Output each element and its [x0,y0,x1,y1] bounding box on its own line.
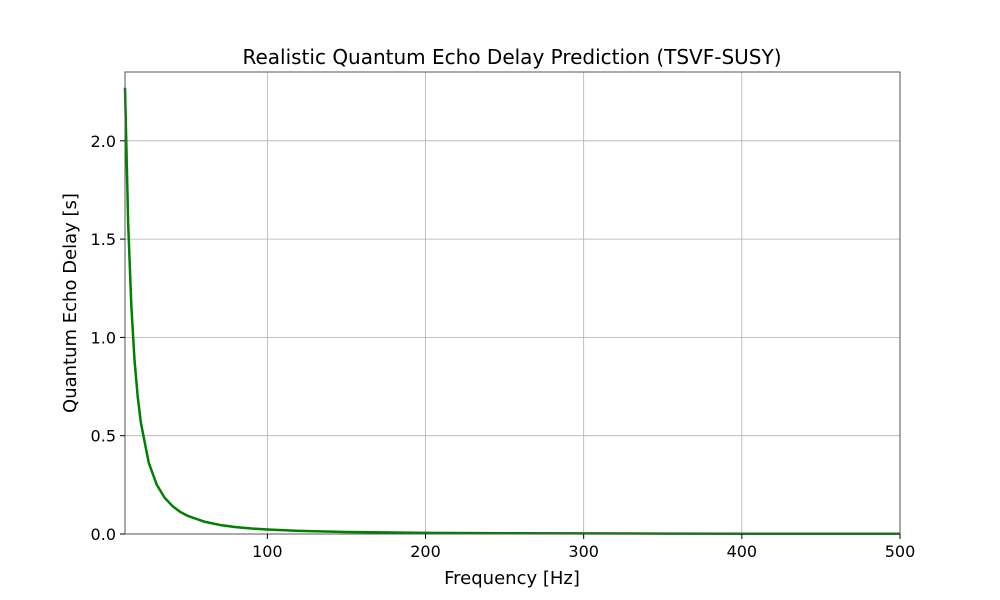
x-tick-label: 200 [410,542,441,561]
y-tick-label: 0.0 [91,525,116,544]
series-layer [123,87,900,536]
x-axis: 100 200 300 400 500 [252,534,915,561]
x-tick-label: 300 [568,542,599,561]
grid [125,72,901,535]
y-tick-label: 1.5 [91,230,116,249]
y-axis-label: Quantum Echo Delay [s] [60,193,81,413]
y-tick-label: 2.0 [91,132,116,151]
chart-title: Realistic Quantum Echo Delay Prediction … [242,45,781,69]
y-tick-label: 1.0 [91,328,116,347]
y-tick-label: 0.5 [91,427,116,446]
plot-frame [124,71,901,535]
x-tick-label: 500 [885,542,916,561]
y-axis: 0.0 0.5 1.0 1.5 2.0 [91,132,125,544]
x-tick-label: 100 [252,542,283,561]
x-axis-label: Frequency [Hz] [444,568,580,589]
x-tick-label: 400 [727,542,758,561]
series-line [123,87,900,536]
